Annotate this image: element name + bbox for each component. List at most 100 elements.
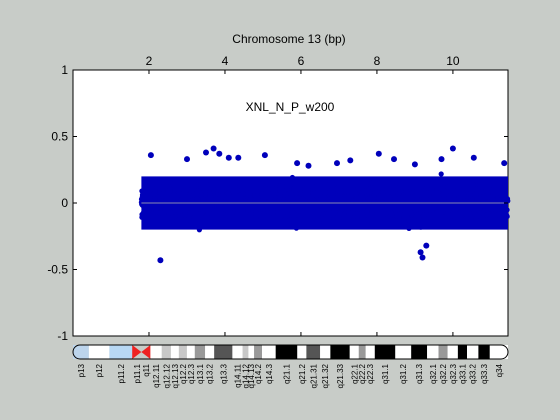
- y-tick-label: 0: [61, 196, 68, 210]
- data-point: [281, 190, 287, 196]
- data-point: [289, 192, 295, 198]
- ideogram-band: [489, 345, 508, 359]
- data-point: [470, 184, 476, 190]
- data-point: [186, 213, 192, 219]
- ideogram-band: [214, 345, 233, 359]
- data-point: [365, 196, 371, 202]
- ideogram-band: [411, 345, 428, 359]
- data-point: [289, 174, 295, 181]
- data-point: [381, 204, 387, 211]
- data-point: [301, 223, 308, 229]
- data-point: [313, 183, 320, 189]
- data-point: [371, 193, 377, 199]
- outlier-point: [184, 156, 190, 163]
- ideogram-band-label: q12.11: [152, 363, 161, 387]
- data-point: [446, 219, 453, 225]
- ideogram-band: [132, 345, 142, 359]
- data-point: [167, 199, 173, 205]
- scatter-points: [138, 145, 511, 264]
- y-tick-label: 1: [61, 63, 68, 77]
- data-point: [141, 217, 147, 224]
- data-point: [313, 190, 319, 196]
- data-point: [357, 180, 363, 186]
- data-point: [249, 204, 255, 210]
- ideogram-band-label: q14.3: [265, 363, 274, 384]
- data-point: [351, 211, 357, 217]
- data-point: [253, 193, 259, 199]
- data-point: [444, 184, 451, 190]
- ideogram-band-label: q31.1: [381, 363, 390, 384]
- data-point: [483, 212, 490, 218]
- data-point: [257, 203, 264, 210]
- data-point: [488, 194, 494, 200]
- data-point: [235, 187, 241, 194]
- data-point: [321, 220, 327, 226]
- data-point: [285, 212, 291, 218]
- data-point: [216, 208, 222, 214]
- data-point: [426, 201, 433, 207]
- data-point: [164, 193, 171, 199]
- data-point: [152, 188, 158, 194]
- data-point: [350, 217, 356, 223]
- data-point: [373, 184, 379, 190]
- data-point: [145, 193, 151, 199]
- ideogram-band-label: q14.13: [247, 363, 256, 388]
- data-point: [386, 202, 392, 208]
- ideogram-band-label: q21.31: [309, 363, 318, 388]
- data-point: [231, 194, 237, 200]
- data-point: [251, 216, 257, 222]
- data-point: [496, 178, 502, 184]
- ideogram-band-label: q13.1: [196, 363, 205, 384]
- outlier-point: [419, 254, 426, 261]
- outlier-point: [225, 154, 232, 161]
- data-point: [346, 209, 352, 215]
- data-point: [442, 214, 448, 220]
- data-point: [191, 215, 197, 221]
- ideogram-band: [150, 345, 162, 359]
- data-point: [299, 196, 306, 202]
- ideogram-band-label: q21.1: [283, 363, 292, 384]
- data-point: [263, 190, 269, 196]
- data-point: [494, 190, 500, 197]
- data-point: [471, 208, 477, 214]
- data-point: [368, 180, 375, 186]
- data-point: [345, 198, 351, 204]
- ideogram-band: [438, 345, 448, 359]
- data-point: [267, 195, 274, 201]
- data-point: [434, 186, 440, 192]
- data-point: [406, 225, 412, 231]
- ideogram-band: [170, 345, 179, 359]
- data-point: [206, 198, 212, 204]
- ideogram-band: [248, 345, 255, 359]
- data-point: [260, 219, 266, 225]
- outlier-point: [411, 161, 418, 168]
- outlier-point: [501, 160, 508, 167]
- data-point: [173, 218, 180, 224]
- data-point: [449, 213, 455, 219]
- data-point: [389, 183, 395, 189]
- data-point: [397, 206, 403, 212]
- data-point: [463, 215, 469, 221]
- data-point: [380, 190, 386, 196]
- ideogram-band: [109, 345, 133, 359]
- data-point: [454, 214, 460, 220]
- ideogram-band: [374, 345, 396, 359]
- data-point: [171, 186, 177, 192]
- data-point: [340, 196, 346, 202]
- data-point: [245, 207, 251, 213]
- outlier-point: [347, 157, 354, 164]
- data-point: [421, 196, 427, 202]
- ideogram-band-label: q21.32: [321, 363, 330, 388]
- data-point: [446, 196, 452, 202]
- data-point: [405, 191, 411, 197]
- data-point: [198, 192, 204, 198]
- ideogram-band: [365, 345, 375, 359]
- data-point: [426, 207, 432, 213]
- data-point: [218, 196, 224, 202]
- data-point: [281, 205, 287, 211]
- outlier-point: [391, 156, 397, 163]
- data-point: [193, 209, 199, 215]
- data-point: [196, 227, 202, 233]
- ideogram-band-label: q11: [142, 363, 151, 376]
- data-point: [424, 185, 430, 191]
